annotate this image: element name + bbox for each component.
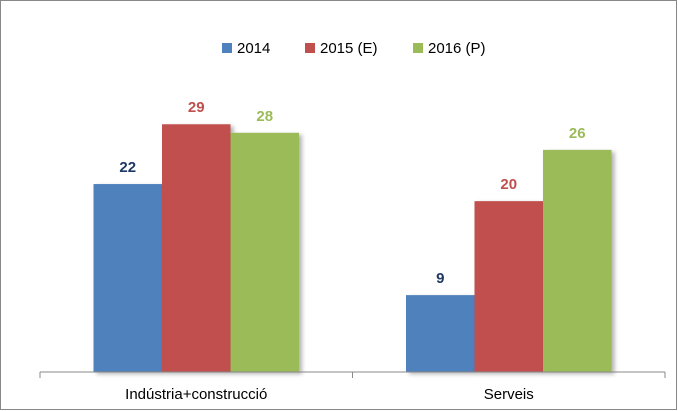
bar xyxy=(93,184,162,372)
x-tick-label: Indústria+construcció xyxy=(125,386,267,403)
bar xyxy=(474,201,543,372)
bar xyxy=(162,124,231,372)
data-label: 29 xyxy=(188,99,205,116)
data-label: 26 xyxy=(569,125,586,142)
x-tick-label: Serveis xyxy=(484,386,534,403)
data-label: 20 xyxy=(500,176,517,193)
legend-label: 2015 (E) xyxy=(320,40,378,57)
bar xyxy=(543,149,612,372)
legend-swatch xyxy=(413,43,423,53)
bar xyxy=(230,132,299,372)
legend-label: 2016 (P) xyxy=(428,40,486,57)
bar xyxy=(406,295,475,372)
legend-swatch xyxy=(305,43,315,53)
legend-swatch xyxy=(222,43,232,53)
data-label: 22 xyxy=(119,159,136,176)
legend-label: 2014 xyxy=(237,40,270,57)
data-label: 28 xyxy=(256,108,273,125)
data-label: 9 xyxy=(436,270,444,287)
